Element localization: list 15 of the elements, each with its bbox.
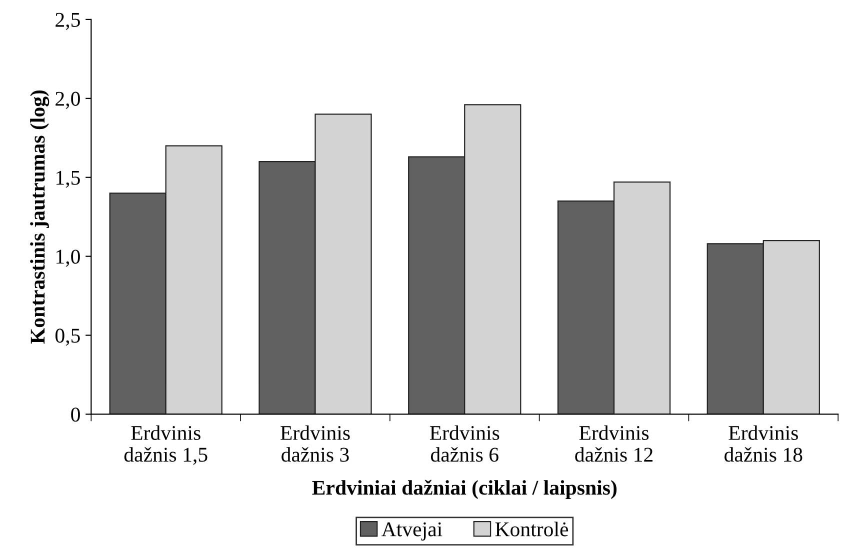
y-tick-label: 2,0 xyxy=(56,92,80,109)
x-tick-label: Erdvinis dažnis 6 xyxy=(430,425,500,462)
x-tick-label: Erdvinis dažnis 18 xyxy=(724,425,802,462)
x-tick-label: Erdvinis dažnis 3 xyxy=(280,425,350,462)
x-tick-label: Erdvinis dažnis 12 xyxy=(575,425,652,462)
y-tick-label: 0 xyxy=(71,408,80,422)
legend-label: Kontrolė xyxy=(495,522,568,536)
y-axis-title: Kontrastinis jautrumas (log) xyxy=(30,90,50,344)
y-tick-label: 2,5 xyxy=(56,12,80,30)
x-tick-label: Erdvinis dažnis 1,5 xyxy=(124,425,208,465)
legend-label: Atvejai xyxy=(382,522,442,541)
y-tick-label: 0,5 xyxy=(55,328,80,346)
y-tick-label: 1,0 xyxy=(56,250,80,267)
y-tick-label: 1,5 xyxy=(56,170,80,188)
x-axis-title: Erdviniai dažniai (ciklai / laipsnis) xyxy=(312,480,617,500)
